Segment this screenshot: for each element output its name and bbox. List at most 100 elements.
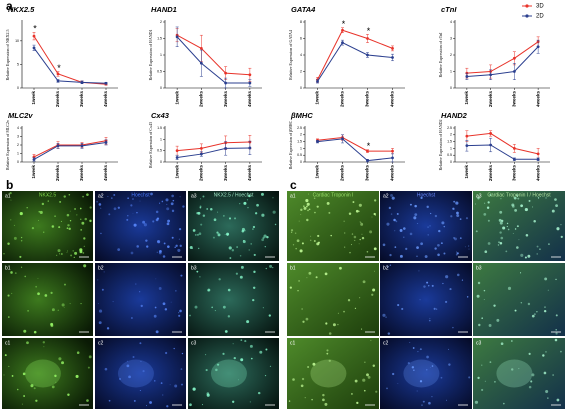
nucleus <box>397 383 399 384</box>
nucleus <box>261 238 265 242</box>
nucleus <box>197 247 200 250</box>
nucleus <box>100 232 102 235</box>
nucleus <box>119 378 121 380</box>
nucleus <box>403 236 405 238</box>
data-point <box>316 80 319 83</box>
significance-mark: * <box>342 19 346 29</box>
nucleus <box>146 405 148 407</box>
data-point <box>465 75 469 78</box>
series-line <box>466 144 539 160</box>
nucleus <box>536 253 538 255</box>
series-line <box>317 41 393 82</box>
nucleus <box>3 253 5 255</box>
nucleus <box>10 219 12 221</box>
y-tick-label: 1 <box>450 146 452 150</box>
data-point <box>341 28 344 32</box>
nucleus <box>372 364 376 367</box>
legend-label: 3D <box>536 4 544 10</box>
nucleus <box>455 251 457 253</box>
nucleus <box>42 341 46 344</box>
nucleus <box>440 376 443 379</box>
nucleus <box>9 191 12 195</box>
nucleus <box>74 251 78 255</box>
nucleus <box>461 279 464 281</box>
nucleus <box>311 398 313 401</box>
nucleus <box>516 195 519 197</box>
nucleus <box>252 225 256 229</box>
significance-mark: * <box>57 63 61 73</box>
y-tick-label: 1.5 <box>157 126 162 130</box>
channel-header: Cardiac Troponin I / Hoechst <box>487 192 551 198</box>
nucleus <box>429 225 431 227</box>
nucleus <box>421 404 423 407</box>
nucleus <box>39 210 43 214</box>
nucleus <box>130 204 133 207</box>
nucleus <box>179 244 182 248</box>
nucleus <box>198 232 202 236</box>
nucleus <box>536 311 538 313</box>
nucleus <box>166 207 170 211</box>
nucleus <box>180 368 183 370</box>
nucleus <box>213 218 217 222</box>
data-point <box>391 149 394 153</box>
data-point <box>104 81 108 85</box>
nucleus <box>126 360 128 362</box>
cell-cluster <box>117 359 154 388</box>
nucleus <box>315 276 318 279</box>
nucleus <box>418 270 420 272</box>
nucleus <box>468 245 470 247</box>
data-point <box>512 147 516 150</box>
nucleus <box>516 225 519 228</box>
data-point <box>199 147 203 150</box>
nucleus <box>481 364 483 366</box>
nucleus <box>389 264 392 266</box>
data-point <box>341 137 344 141</box>
nucleus <box>180 274 183 277</box>
nucleus <box>80 229 82 231</box>
nucleus <box>442 282 444 285</box>
nucleus <box>22 372 26 376</box>
nucleus <box>429 367 431 369</box>
nucleus <box>405 247 408 250</box>
nucleus <box>300 213 302 215</box>
nucleus <box>167 219 171 223</box>
nucleus <box>145 239 148 242</box>
y-tick-label: 1.5 <box>297 140 302 144</box>
nucleus <box>306 277 308 279</box>
nucleus <box>133 399 136 402</box>
data-point <box>199 152 203 156</box>
nucleus <box>387 332 391 335</box>
nucleus <box>313 197 316 200</box>
x-tick-label: 4weeks <box>535 91 540 108</box>
cell-cluster <box>496 359 533 388</box>
nucleus <box>175 289 177 292</box>
nucleus <box>218 278 221 281</box>
nucleus <box>97 303 99 305</box>
nucleus <box>264 374 267 377</box>
nucleus <box>307 209 309 212</box>
nucleus <box>355 209 359 213</box>
nucleus <box>422 400 425 403</box>
y-tick-label: 1.5 <box>157 36 162 40</box>
nucleus <box>171 236 174 239</box>
nucleus <box>477 281 481 285</box>
nucleus <box>560 235 563 238</box>
nucleus <box>139 291 141 293</box>
channel-header: NKX2.5 / Hoechst <box>214 192 254 198</box>
y-tick-label: 1 <box>160 137 162 141</box>
cell-label: a3 <box>191 193 197 199</box>
nucleus <box>416 246 419 250</box>
nucleus <box>308 271 312 275</box>
nucleus <box>351 244 352 246</box>
nucleus <box>309 239 312 242</box>
nucleus <box>132 213 134 215</box>
data-point <box>224 71 228 75</box>
nucleus <box>362 280 366 284</box>
nucleus <box>481 317 483 319</box>
nucleus <box>87 366 90 369</box>
nucleus <box>98 203 102 206</box>
nucleus <box>31 226 35 230</box>
nucleus <box>226 232 230 236</box>
nucleus <box>60 220 62 222</box>
